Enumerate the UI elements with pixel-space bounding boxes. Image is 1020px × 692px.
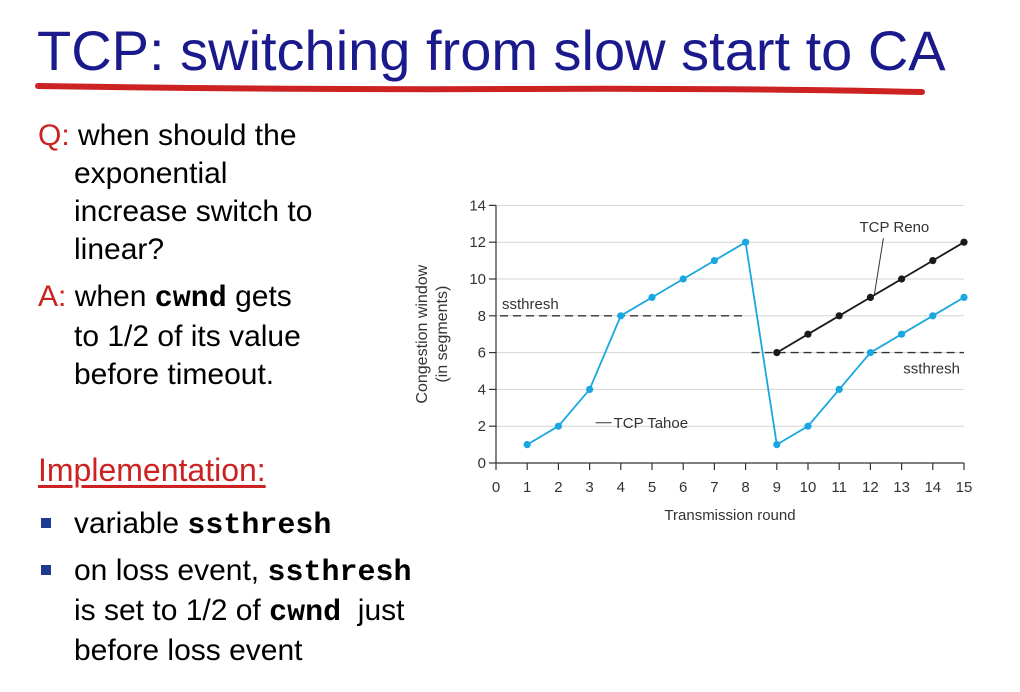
answer-line-2: to 1/2 of its value — [74, 320, 301, 353]
x-tick-label: 3 — [585, 479, 593, 496]
y-tick-label: 6 — [478, 345, 486, 362]
answer-block: A: when cwnd gets to 1/2 of its value be… — [38, 278, 301, 394]
x-tick-label: 11 — [831, 479, 847, 496]
bullet-2-line-2-code: cwnd — [269, 596, 342, 630]
question-line-1: when should the — [69, 119, 297, 152]
tcp-tahoe-point — [554, 422, 563, 430]
y-tick-label: 0 — [478, 455, 486, 472]
x-tick-label: 15 — [956, 479, 973, 496]
tcp-tahoe-point — [835, 385, 843, 393]
answer-line-1-post: gets — [226, 280, 292, 313]
tcp-tahoe-point — [586, 385, 594, 393]
y-tick-label: 2 — [478, 418, 486, 435]
question-line-4: linear? — [74, 233, 165, 266]
bullet-square-icon — [41, 518, 51, 528]
y-tick-label: 10 — [469, 271, 486, 288]
tcp-tahoe-point — [742, 238, 750, 246]
bullet-2-line-1-code: ssthresh — [267, 556, 412, 590]
tcp-tahoe-line — [526, 240, 965, 447]
bullet-2-line-3: before loss event — [74, 634, 303, 667]
y-tick-label: 4 — [478, 381, 486, 398]
bullet-1-text: variable — [74, 507, 188, 540]
bullet-2-line-1-text: on loss event, — [74, 554, 268, 587]
y-axis-title-line-1: Congestion window — [414, 264, 431, 403]
bullet-ssthresh-variable: variable ssthresh — [38, 505, 331, 545]
bullet-square-icon — [41, 565, 51, 575]
x-tick-label: 12 — [862, 479, 879, 496]
title-underline — [35, 83, 925, 95]
tcp-tahoe-point — [773, 441, 781, 449]
question-block: Q: when should the exponential increase … — [38, 117, 312, 269]
tcp-tahoe-point — [866, 349, 875, 357]
x-tick-label: 10 — [800, 479, 817, 496]
bullet-2-line-2-post: just — [341, 594, 405, 627]
slide-title: TCP: switching from slow start to CA — [37, 19, 946, 82]
bullet-1-code: ssthresh — [187, 509, 332, 543]
tcp-reno-point — [929, 257, 937, 265]
y-tick-label: 8 — [478, 308, 486, 325]
ssthresh-label: ssthresh — [903, 361, 960, 378]
x-tick-label: 7 — [710, 479, 718, 496]
question-line-3: increase switch to — [74, 195, 313, 228]
x-tick-label: 1 — [523, 479, 531, 496]
tcp-tahoe-point — [617, 312, 625, 320]
tcp-reno-point — [898, 275, 906, 283]
bullet-loss-event: on loss event, ssthresh is set to 1/2 of… — [38, 552, 411, 669]
x-tick-label: 5 — [648, 479, 656, 496]
tcp-reno-label: TCP Reno — [860, 219, 930, 236]
tcp-reno-point — [835, 312, 843, 320]
x-tick-label: 8 — [741, 479, 749, 496]
implementation-heading: Implementation: — [38, 452, 266, 488]
tcp-tahoe-point — [960, 293, 968, 301]
tcp-reno-point — [960, 238, 968, 246]
x-tick-label: 0 — [492, 479, 500, 496]
y-axis-title-line-2: (in segments) — [434, 286, 451, 383]
tcp-tahoe-point — [804, 422, 812, 430]
tcp-tahoe-point — [929, 312, 937, 320]
tcp-tahoe-point — [898, 330, 906, 338]
y-tick-label: 12 — [469, 234, 486, 251]
tcp-tahoe-point — [679, 275, 687, 283]
x-tick-label: 6 — [679, 479, 687, 496]
question-line-2: exponential — [74, 157, 228, 190]
x-tick-label: 9 — [773, 479, 781, 496]
bullet-2-line-2-text: is set to 1/2 of — [74, 594, 270, 627]
tcp-tahoe-point — [648, 293, 656, 301]
question-label: Q: — [38, 119, 70, 152]
x-tick-label: 2 — [554, 479, 562, 496]
answer-cwnd-code: cwnd — [154, 282, 227, 316]
answer-line-1-pre: when — [66, 280, 155, 313]
x-tick-label: 4 — [617, 479, 625, 496]
tcp-tahoe-label: TCP Tahoe — [614, 415, 689, 432]
answer-label: A: — [38, 280, 67, 313]
x-axis-title: Transmission round — [664, 507, 795, 524]
x-tick-label: 14 — [924, 479, 941, 496]
tcp-reno-point — [866, 293, 875, 301]
tcp-reno-point — [804, 330, 812, 338]
tcp-tahoe-point — [710, 257, 719, 265]
tcp-tahoe-point — [523, 441, 531, 449]
answer-line-3: before timeout. — [74, 358, 275, 391]
x-tick-label: 13 — [893, 479, 910, 496]
reno-callout-line — [873, 238, 884, 295]
tcp-reno-point — [773, 349, 781, 357]
y-tick-label: 14 — [469, 197, 486, 214]
ssthresh-label: ssthresh — [502, 296, 559, 313]
